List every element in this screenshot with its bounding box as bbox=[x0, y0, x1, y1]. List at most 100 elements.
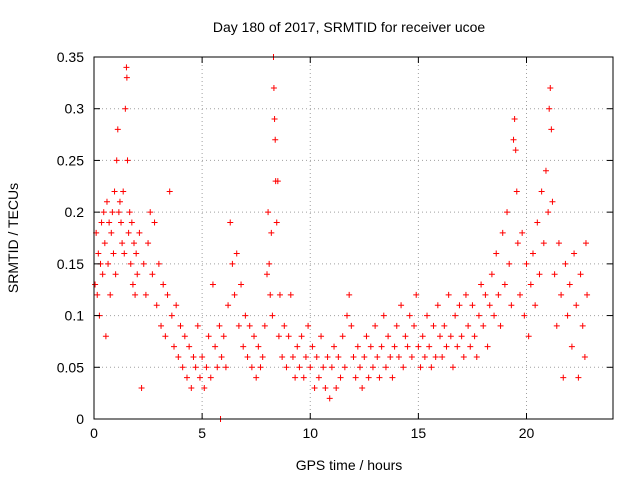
data-point bbox=[348, 322, 355, 329]
data-point bbox=[129, 281, 136, 288]
data-point bbox=[175, 353, 182, 360]
data-point bbox=[149, 271, 156, 278]
data-point bbox=[393, 322, 400, 329]
data-point bbox=[192, 364, 199, 371]
data-point bbox=[190, 353, 197, 360]
data-point bbox=[413, 291, 420, 298]
data-point bbox=[100, 209, 107, 216]
data-point bbox=[467, 343, 474, 350]
data-point bbox=[218, 353, 225, 360]
data-point bbox=[532, 302, 539, 309]
data-point bbox=[506, 260, 513, 267]
data-point bbox=[201, 384, 208, 391]
data-point bbox=[123, 74, 130, 81]
data-point bbox=[203, 364, 210, 371]
data-point bbox=[551, 271, 558, 278]
data-point bbox=[484, 343, 491, 350]
y-tick-label: 0.15 bbox=[57, 256, 84, 272]
data-point bbox=[276, 291, 283, 298]
data-point bbox=[131, 240, 138, 247]
data-point bbox=[382, 364, 389, 371]
data-point bbox=[155, 260, 162, 267]
data-point bbox=[419, 333, 426, 340]
data-point bbox=[536, 271, 543, 278]
data-point bbox=[517, 291, 524, 298]
data-point bbox=[116, 198, 123, 205]
data-point bbox=[579, 322, 586, 329]
data-point bbox=[510, 136, 517, 143]
data-point bbox=[313, 353, 320, 360]
data-point bbox=[581, 353, 588, 360]
data-point bbox=[216, 322, 223, 329]
data-point bbox=[426, 343, 433, 350]
data-point bbox=[352, 374, 359, 381]
data-point bbox=[582, 240, 589, 247]
data-point bbox=[365, 374, 372, 381]
data-point bbox=[508, 302, 515, 309]
data-point bbox=[558, 291, 565, 298]
data-point bbox=[571, 250, 578, 257]
data-point bbox=[380, 312, 387, 319]
y-tick-label: 0.2 bbox=[65, 204, 85, 220]
data-point bbox=[98, 219, 105, 226]
data-point bbox=[109, 209, 116, 216]
data-point bbox=[499, 229, 506, 236]
data-point bbox=[102, 333, 109, 340]
data-point bbox=[573, 302, 580, 309]
data-point bbox=[181, 333, 188, 340]
data-point bbox=[119, 240, 126, 247]
data-point bbox=[564, 312, 571, 319]
data-point bbox=[134, 271, 141, 278]
data-point bbox=[271, 116, 278, 123]
data-point bbox=[471, 333, 478, 340]
data-point bbox=[311, 384, 318, 391]
data-point bbox=[350, 353, 357, 360]
data-point bbox=[469, 302, 476, 309]
data-point bbox=[108, 229, 115, 236]
data-point bbox=[328, 364, 335, 371]
data-point bbox=[94, 291, 101, 298]
data-point bbox=[158, 322, 165, 329]
data-point bbox=[105, 260, 112, 267]
data-point bbox=[512, 147, 519, 154]
x-tick-label: 15 bbox=[411, 425, 427, 441]
data-point bbox=[404, 343, 411, 350]
data-point bbox=[145, 240, 152, 247]
data-point bbox=[257, 364, 264, 371]
data-point bbox=[92, 281, 99, 288]
data-point bbox=[147, 209, 154, 216]
data-point bbox=[398, 302, 405, 309]
data-point bbox=[300, 374, 307, 381]
data-point bbox=[138, 384, 145, 391]
data-point bbox=[361, 353, 368, 360]
y-tick-label: 0.3 bbox=[65, 101, 85, 117]
x-tick-label: 10 bbox=[302, 425, 318, 441]
data-point bbox=[173, 302, 180, 309]
chart-title: Day 180 of 2017, SRMTID for receiver uco… bbox=[213, 19, 486, 35]
data-point bbox=[298, 333, 305, 340]
data-point bbox=[177, 322, 184, 329]
data-point bbox=[274, 178, 281, 185]
data-point bbox=[212, 343, 219, 350]
data-point bbox=[432, 353, 439, 360]
data-point bbox=[140, 260, 147, 267]
data-point bbox=[473, 353, 480, 360]
data-point bbox=[417, 364, 424, 371]
data-point bbox=[183, 374, 190, 381]
data-point bbox=[168, 312, 175, 319]
data-point bbox=[121, 250, 128, 257]
data-point bbox=[114, 126, 121, 133]
data-point bbox=[118, 219, 125, 226]
data-point bbox=[101, 240, 108, 247]
data-point bbox=[465, 322, 472, 329]
data-point bbox=[99, 271, 106, 278]
data-point bbox=[374, 353, 381, 360]
data-point bbox=[354, 343, 361, 350]
data-point bbox=[112, 271, 119, 278]
data-point bbox=[296, 364, 303, 371]
data-point bbox=[107, 291, 114, 298]
data-point bbox=[462, 291, 469, 298]
data-point bbox=[209, 281, 216, 288]
data-point bbox=[529, 250, 536, 257]
